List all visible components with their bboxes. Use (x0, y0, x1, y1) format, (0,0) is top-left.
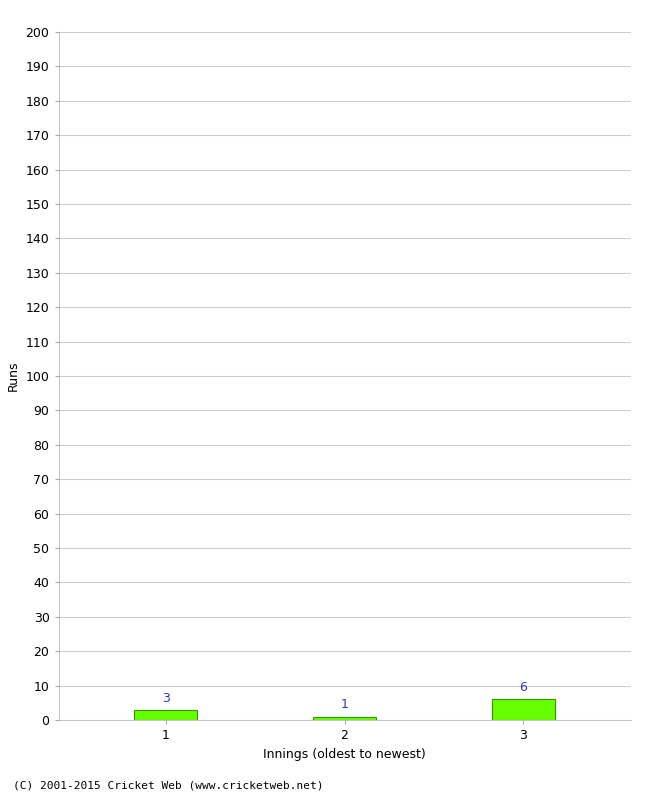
Text: (C) 2001-2015 Cricket Web (www.cricketweb.net): (C) 2001-2015 Cricket Web (www.cricketwe… (13, 781, 324, 790)
Bar (492, 699, 554, 720)
Text: 1: 1 (341, 698, 348, 711)
X-axis label: Innings (oldest to newest): Innings (oldest to newest) (263, 747, 426, 761)
Bar (135, 710, 197, 720)
Text: 6: 6 (519, 682, 527, 694)
Text: 3: 3 (162, 691, 170, 705)
Y-axis label: Runs: Runs (7, 361, 20, 391)
Bar (313, 717, 376, 720)
